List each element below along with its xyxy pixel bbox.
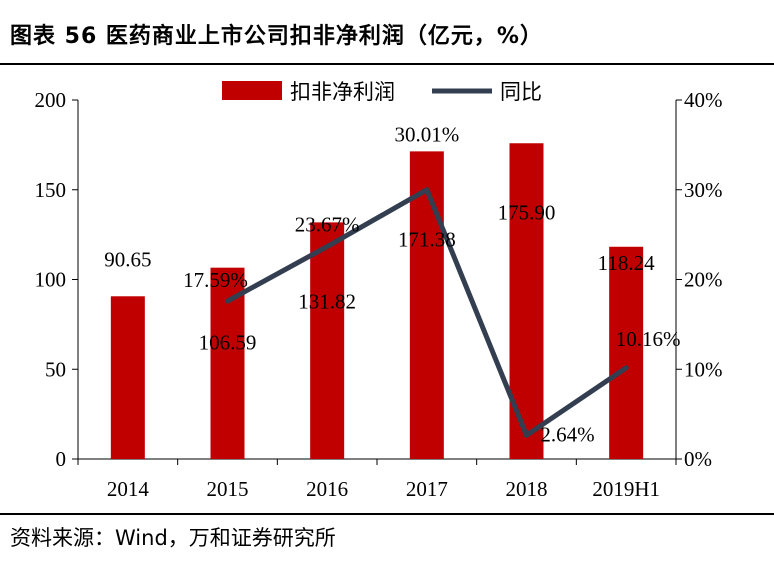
left-tick-label: 100: [35, 268, 67, 292]
bar-value-label: 131.82: [298, 289, 356, 313]
x-tick-label: 2016: [306, 477, 348, 501]
bar-value-label: 90.65: [104, 247, 151, 271]
yoy-value-label: 30.01%: [394, 123, 459, 147]
legend-bar-label: 扣非净利润: [290, 80, 395, 104]
x-tick-label: 2017: [406, 477, 448, 501]
left-tick-label: 200: [35, 88, 67, 112]
legend: 扣非净利润 同比: [222, 80, 542, 104]
bar-value-label: 171.38: [398, 227, 456, 251]
bar-value-label: 118.24: [598, 251, 655, 275]
source-divider: [0, 513, 774, 515]
legend-bar-swatch: [222, 81, 282, 100]
left-tick-label: 150: [35, 178, 67, 202]
axes: 0 50 100 150 200 0% 10% 20% 30% 40% 2014 2015 2016 20…: [35, 88, 723, 501]
right-tick-label: 30%: [684, 178, 723, 202]
right-tick-label: 10%: [684, 357, 723, 381]
data-labels: 90.65 106.59 131.82 171.38 175.90 118.24 17.59…: [104, 123, 680, 447]
right-tick-label: 40%: [684, 88, 723, 112]
bar-value-label: 175.90: [498, 200, 556, 224]
bar: [310, 222, 345, 459]
right-tick-label: 0%: [684, 447, 712, 471]
x-tick-label: 2018: [506, 477, 548, 501]
left-tick-label: 50: [45, 357, 66, 381]
x-tick-label: 2019H1: [592, 477, 660, 501]
bar: [110, 296, 145, 459]
bar: [609, 246, 644, 459]
title-divider: [0, 63, 774, 65]
yoy-value-label: 2.64%: [540, 422, 594, 446]
x-tick-label: 2015: [207, 477, 249, 501]
yoy-value-label: 17.59%: [183, 268, 248, 292]
source-note: 资料来源：Wind，万和证券研究所: [10, 526, 336, 550]
right-tick-label: 20%: [684, 268, 723, 292]
x-tick-label: 2014: [107, 477, 150, 501]
yoy-line: [225, 187, 629, 438]
yoy-value-label: 23.67%: [295, 213, 360, 237]
legend-line-label: 同比: [500, 80, 542, 104]
left-tick-label: 0: [56, 447, 67, 471]
yoy-value-label: 10.16%: [616, 327, 681, 351]
chart-title: 图表 56 医药商业上市公司扣非净利润（亿元，%）: [10, 24, 543, 49]
line-series: [225, 187, 629, 438]
bar: [409, 151, 444, 459]
bar-value-label: 106.59: [199, 331, 257, 355]
